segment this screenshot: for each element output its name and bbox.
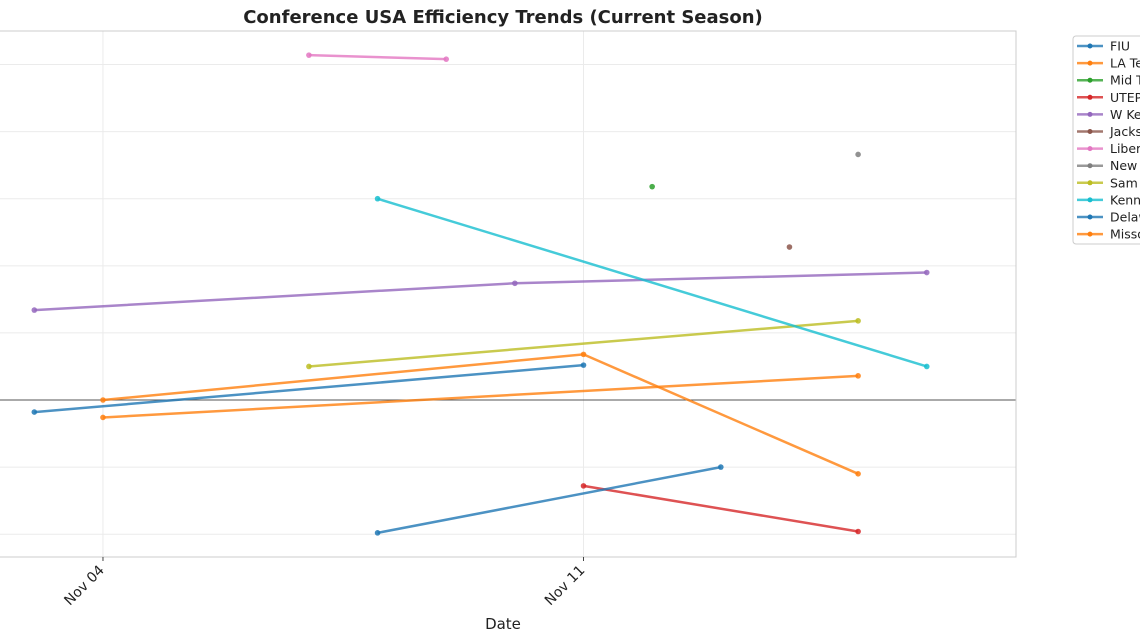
series-liber: [306, 52, 450, 62]
legend-item: UTEP: [1077, 90, 1140, 105]
data-point: [649, 183, 655, 190]
data-point: [786, 244, 793, 250]
legend-marker: [1087, 180, 1093, 186]
legend-label: FIU: [1110, 39, 1130, 54]
legend-item: Mid T: [1077, 73, 1140, 88]
data-point: [855, 151, 861, 158]
legend-marker: [1087, 163, 1093, 169]
data-point: [855, 373, 861, 379]
series-line: [102, 374, 859, 419]
series-line: [308, 53, 447, 61]
legend-item: FIU: [1077, 39, 1130, 54]
data-point: [31, 409, 38, 415]
legend-marker: [1087, 129, 1093, 134]
series-line: [308, 319, 859, 368]
data-point: [512, 280, 518, 287]
x-axis-label: Date: [485, 615, 521, 633]
grid: [0, 31, 1016, 557]
legend: FIU LA Te Mid T UTEP W Ke Jacks Liber New Sam Ken…: [1072, 35, 1140, 245]
series-lines: [31, 52, 930, 536]
x-tick-label: Nov 04: [61, 562, 107, 608]
legend-marker: [1087, 214, 1093, 220]
legend-label: New: [1110, 158, 1137, 173]
legend-marker: [1087, 197, 1093, 203]
data-point: [100, 397, 106, 403]
data-point: [923, 363, 930, 370]
data-point: [306, 363, 312, 370]
legend-marker: [1087, 77, 1093, 83]
legend-label: Jacks: [1109, 124, 1140, 139]
legend-item: Jacks: [1077, 124, 1140, 139]
legend-item: Liber: [1077, 141, 1140, 156]
legend-marker: [1087, 94, 1093, 100]
series-new: [855, 151, 861, 158]
data-point: [100, 414, 106, 421]
series-mid-t: [649, 183, 655, 190]
data-point: [580, 362, 587, 368]
legend-item: Sam: [1077, 175, 1138, 190]
series-w-ke: [31, 269, 930, 313]
series-line: [34, 363, 584, 414]
legend-marker: [1087, 231, 1093, 237]
data-point: [923, 269, 930, 276]
series-line: [102, 353, 859, 475]
series-kenn: [374, 195, 930, 370]
legend-label: Liber: [1110, 141, 1140, 156]
data-point: [443, 56, 450, 62]
series-utep: [580, 483, 861, 535]
legend-label: UTEP: [1110, 90, 1140, 105]
legend-label: Delaw: [1110, 210, 1140, 225]
legend-label: LA Te: [1110, 56, 1140, 71]
series-line: [377, 197, 928, 368]
data-point: [374, 530, 381, 536]
data-point: [580, 351, 587, 358]
data-point: [374, 195, 381, 202]
legend-item: LA Te: [1077, 56, 1140, 71]
legend-marker: [1087, 111, 1093, 117]
x-ticks: Nov 04 Nov 11: [61, 557, 588, 609]
legend-label: Kenn: [1110, 192, 1140, 207]
data-point: [718, 464, 724, 470]
legend-label: Misso: [1110, 227, 1140, 242]
series-line: [377, 465, 722, 535]
legend-item: W Ke: [1077, 107, 1140, 122]
series-sam: [306, 318, 861, 370]
legend-item: Delaw: [1077, 210, 1140, 225]
series-jacks: [786, 244, 793, 250]
data-point: [855, 528, 861, 535]
data-point: [580, 483, 587, 489]
data-point: [855, 471, 861, 477]
legend-item: Misso: [1077, 227, 1140, 242]
chart-title: Conference USA Efficiency Trends (Curren…: [243, 7, 763, 28]
legend-marker: [1087, 43, 1093, 49]
data-point: [855, 318, 861, 324]
legend-marker: [1087, 146, 1093, 152]
plot-frame: [0, 30, 1017, 558]
series-line: [583, 484, 859, 533]
legend-item: New: [1077, 158, 1137, 173]
legend-box: [1072, 35, 1140, 245]
data-point: [306, 52, 312, 58]
legend-marker: [1087, 60, 1093, 66]
series-la-te: [100, 351, 861, 477]
legend-item: Kenn: [1077, 192, 1140, 207]
series-misso: [100, 373, 861, 421]
series-delaw: [374, 464, 724, 536]
legend-label: Sam: [1110, 175, 1138, 190]
x-tick-label: Nov 11: [542, 563, 588, 609]
legend-label: W Ke: [1110, 107, 1140, 122]
data-point: [31, 307, 38, 313]
series-line: [34, 271, 927, 312]
series-fiu: [31, 362, 587, 415]
legend-label: Mid T: [1110, 73, 1140, 88]
